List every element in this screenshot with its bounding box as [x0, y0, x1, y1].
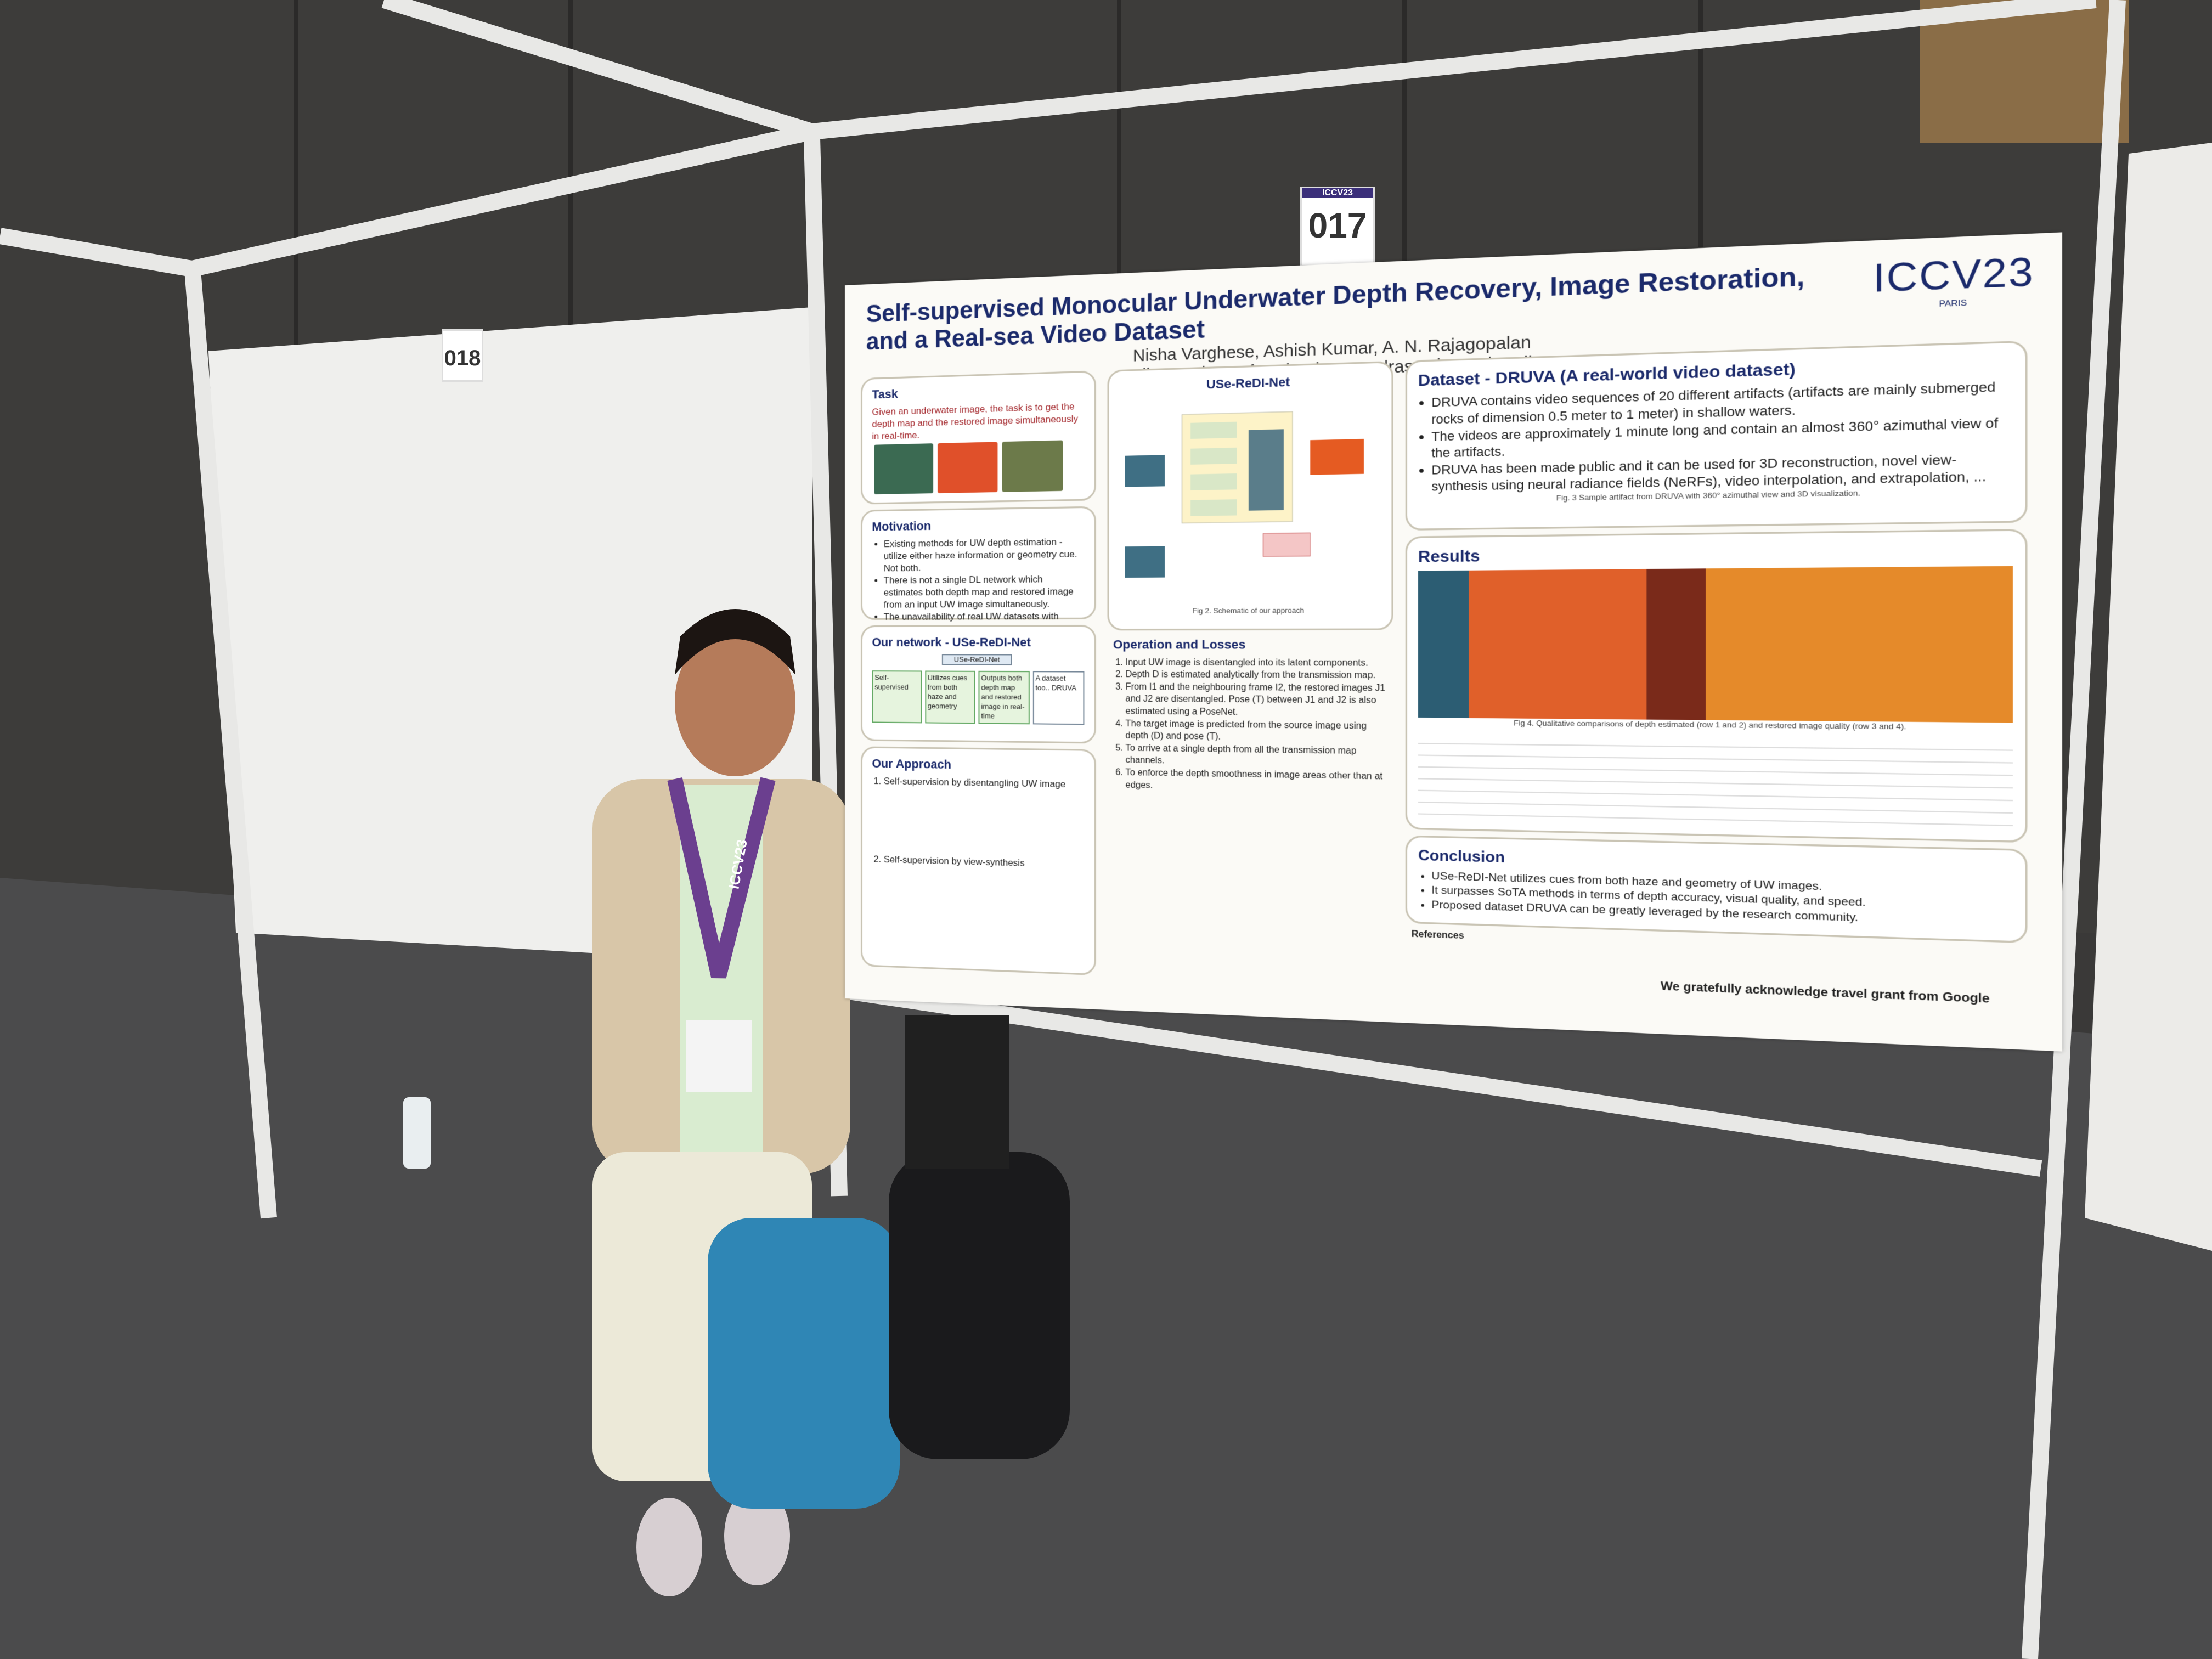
booth-sign: ICCV23 017	[1300, 187, 1375, 267]
results-box: Results Fig 4. Qualitative comparisons o…	[1405, 529, 2028, 843]
wood-slats	[1920, 0, 2129, 143]
node: USe-ReDI-Net	[941, 653, 1012, 666]
heading: USe-ReDI-Net	[1206, 374, 1290, 392]
booth-tag: ICCV23	[1302, 188, 1373, 198]
results-grid	[1418, 566, 2013, 723]
item: To enforce the depth smoothness in image…	[1125, 767, 1393, 796]
conclusion-box: Conclusion USe-ReDI-Net utilizes cues fr…	[1405, 835, 2028, 944]
depth-image	[937, 442, 998, 493]
item: The target image is predicted from the s…	[1125, 718, 1393, 745]
item: Existing methods for UW depth estimation…	[884, 535, 1085, 574]
network-box: Our network - USe-ReDI-Net USe-ReDI-Net …	[861, 625, 1096, 744]
node: Outputs both depth map and restored imag…	[978, 671, 1030, 725]
acknowledgement: We gratefully acknowledge travel grant f…	[1660, 979, 1990, 1006]
heading: Results	[1418, 546, 1480, 566]
poster-wrap: Self-supervised Monocular Underwater Dep…	[845, 232, 2063, 1052]
operation-section: Operation and Losses Input UW image is d…	[1113, 636, 1393, 796]
task-box: Task Given an underwater image, the task…	[861, 370, 1096, 505]
floor	[0, 878, 2212, 1659]
right-board	[2085, 143, 2212, 1251]
restored-image	[1002, 440, 1063, 492]
node: Utilizes cues from both haze and geometr…	[924, 670, 975, 724]
approach-box: Our Approach Self-supervision by disenta…	[861, 746, 1096, 976]
motivation-box: Motivation Existing methods for UW depth…	[861, 506, 1096, 646]
diagram-box: USe-ReDI-Net Fig 2. Schematic of our app…	[1107, 360, 1393, 631]
item: To arrive at a single depth from all the…	[1125, 742, 1393, 771]
item: Input UW image is disentangled into its …	[1125, 657, 1393, 670]
node: Self-supervised	[872, 670, 922, 724]
sample-image	[874, 443, 934, 494]
heading: Motivation	[872, 518, 932, 534]
conference-logo: ICCV23 PARIS	[1873, 249, 2034, 311]
text: Given an underwater image, the task is t…	[872, 400, 1079, 442]
heading: Operation and Losses	[1113, 637, 1246, 652]
item: From I1 and the neighbouring frame I2, t…	[1125, 681, 1393, 720]
item: Depth D is estimated analytically from t…	[1125, 669, 1393, 682]
schematic	[1125, 392, 1364, 578]
poster: Self-supervised Monocular Underwater Dep…	[845, 232, 2063, 1052]
item: Self-supervision by view-synthesis	[884, 854, 1085, 871]
item: There is not a single DL network which e…	[884, 573, 1085, 611]
item: Self-supervision by disentangling UW ima…	[884, 775, 1085, 791]
results-tables	[1418, 732, 2013, 833]
booth-number: 018	[442, 329, 483, 382]
caption: Fig 2. Schematic of our approach	[1192, 606, 1305, 615]
heading: Task	[872, 387, 898, 402]
booth-number: 017	[1308, 206, 1367, 245]
person	[592, 609, 850, 1596]
backpacks	[708, 1015, 1070, 1509]
water-bottle	[403, 1097, 431, 1169]
heading: Our Approach	[872, 756, 951, 772]
conference-name: ICCV23	[1873, 249, 2035, 301]
references: References	[1411, 929, 1464, 941]
dataset-box: Dataset - DRUVA (A real-world video data…	[1405, 340, 2028, 531]
heading: Our network - USe-ReDI-Net	[872, 635, 1031, 650]
node: A dataset too.. DRUVA	[1032, 671, 1085, 725]
